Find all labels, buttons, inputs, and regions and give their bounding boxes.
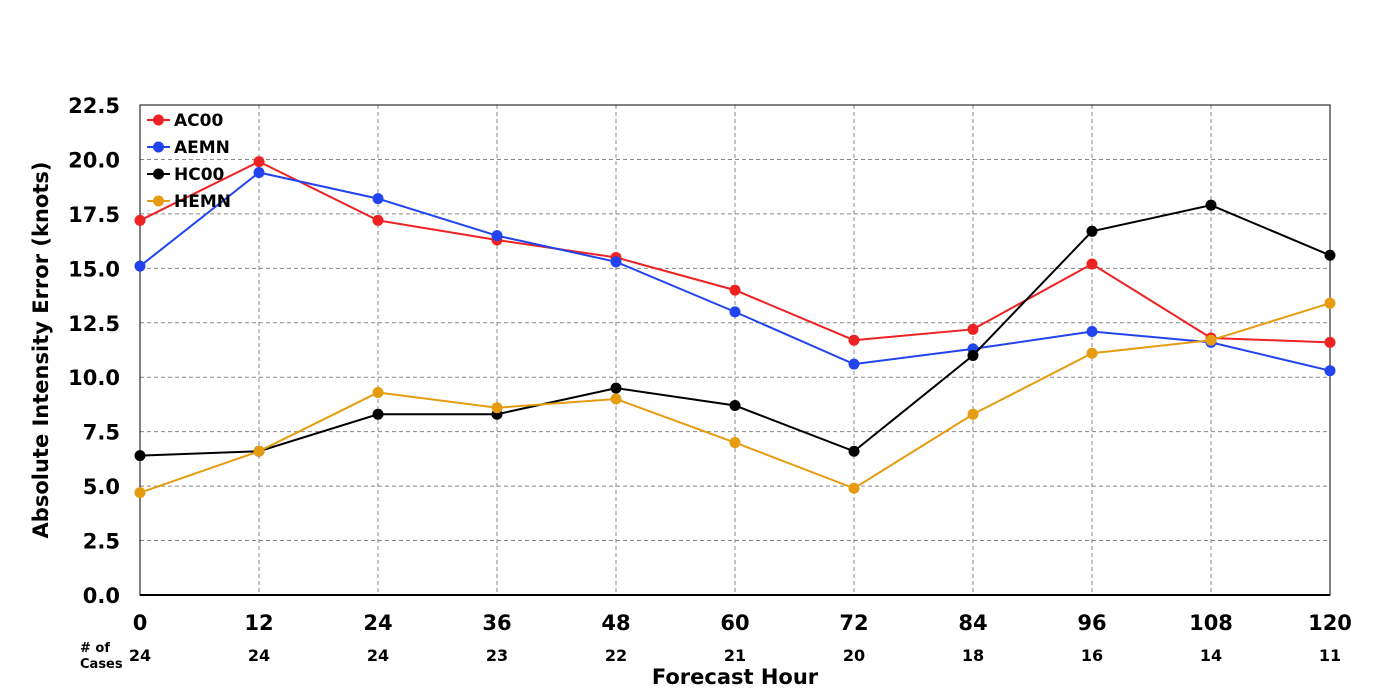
legend-marker [153, 114, 164, 126]
case-count: 21 [724, 646, 746, 665]
legend-label: AC00 [174, 111, 223, 131]
data-point [1324, 297, 1336, 309]
data-point [253, 156, 265, 168]
data-point [1324, 249, 1336, 261]
y-tick-label: 2.5 [83, 530, 120, 554]
case-count: 24 [248, 646, 270, 665]
case-count: 18 [962, 646, 984, 665]
y-tick-label: 22.5 [68, 94, 120, 118]
x-tick-label: 84 [958, 611, 987, 635]
data-point [610, 382, 622, 394]
y-axis-title: Absolute Intensity Error (knots) [29, 162, 53, 539]
data-point [848, 482, 860, 494]
y-tick-label: 0.0 [83, 584, 120, 608]
legend-item-ac00: AC00 [147, 111, 223, 131]
legend-item-aemn: AEMN [147, 138, 230, 158]
data-point [372, 386, 384, 398]
series-line [139, 171, 1331, 372]
legend-marker [153, 195, 164, 207]
y-tick-label: 10.0 [68, 366, 120, 390]
x-tick-label: 96 [1077, 611, 1106, 635]
y-tick-label: 15.0 [68, 257, 120, 281]
data-point [967, 349, 979, 361]
case-count: 24 [367, 646, 389, 665]
data-point [1324, 336, 1336, 348]
x-tick-label: 36 [482, 611, 511, 635]
legend-marker [153, 141, 164, 153]
case-count: 22 [605, 646, 627, 665]
y-tick-label: 5.0 [83, 475, 120, 499]
data-point [967, 323, 979, 335]
x-tick-label: 120 [1308, 611, 1352, 635]
data-point [1086, 225, 1098, 237]
case-count: 23 [486, 646, 508, 665]
data-point [491, 230, 503, 242]
y-tick-label: 12.5 [68, 312, 120, 336]
x-tick-label: 12 [244, 611, 273, 635]
x-tick-label: 108 [1189, 611, 1233, 635]
data-point [134, 450, 146, 462]
legend-label: HC00 [174, 165, 225, 185]
y-tick-labels: 0.0 2.5 5.0 7.5 10.0 12.5 15.0 17.5 20.0 22.5 [68, 94, 120, 608]
legend-label: AEMN [174, 138, 230, 158]
data-point [848, 358, 860, 370]
data-point [610, 393, 622, 405]
series-hemn [134, 297, 1336, 499]
data-point [729, 437, 741, 449]
data-point [253, 445, 265, 457]
y-tick-label: 17.5 [68, 203, 120, 227]
data-point [729, 400, 741, 412]
cases-label-line2: Cases [80, 657, 123, 672]
x-tick-labels: 0 12 24 36 48 60 72 84 96 108 120 [133, 611, 1352, 635]
data-point [372, 408, 384, 420]
data-point [1086, 258, 1098, 270]
case-count: 20 [843, 646, 865, 665]
data-point [610, 256, 622, 268]
y-tick-label: 7.5 [83, 421, 120, 445]
data-point [848, 334, 860, 346]
data-point [729, 306, 741, 318]
case-count: 16 [1081, 646, 1103, 665]
y-tick-label: 20.0 [68, 148, 120, 172]
data-point [1086, 325, 1098, 337]
legend-item-hemn: HEMN [147, 192, 231, 212]
data-point [1205, 334, 1217, 346]
data-point [372, 214, 384, 226]
case-count: 11 [1319, 646, 1341, 665]
series-layer [134, 156, 1336, 499]
data-point [134, 487, 146, 499]
grid-layer [140, 105, 1330, 595]
data-point [1086, 347, 1098, 359]
case-count: 24 [129, 646, 151, 665]
data-point [1324, 365, 1336, 377]
cases-label-line1: # of [80, 641, 110, 656]
data-point [729, 284, 741, 296]
x-tick-label: 0 [133, 611, 148, 635]
legend-marker [153, 168, 164, 180]
x-axis-title: Forecast Hour [652, 665, 819, 689]
x-tick-label: 60 [720, 611, 749, 635]
case-count-labels: 24 24 24 23 22 21 20 18 16 14 11 [129, 646, 1341, 665]
x-tick-label: 24 [363, 611, 392, 635]
legend-label: HEMN [174, 192, 231, 212]
data-point [1205, 199, 1217, 211]
x-tick-label: 48 [601, 611, 630, 635]
data-point [134, 214, 146, 226]
case-count: 14 [1200, 646, 1222, 665]
data-point [372, 193, 384, 205]
legend: AC00 AEMN HC00 HEMN [147, 111, 231, 212]
x-tick-label: 72 [839, 611, 868, 635]
data-point [491, 402, 503, 414]
data-point [967, 408, 979, 420]
data-point [134, 260, 146, 272]
data-point [253, 167, 265, 179]
data-point [848, 445, 860, 457]
legend-item-hc00: HC00 [147, 165, 225, 185]
